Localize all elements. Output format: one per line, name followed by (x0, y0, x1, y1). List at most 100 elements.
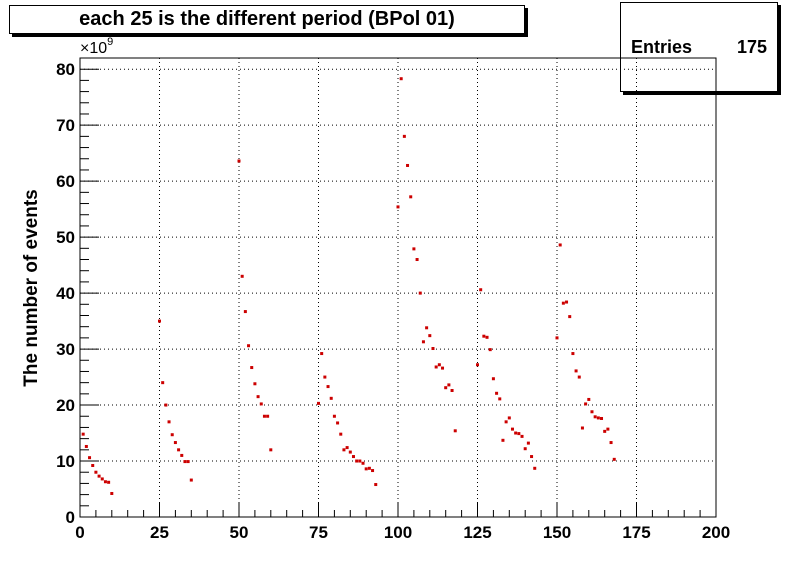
data-point (590, 410, 594, 414)
data-point (453, 429, 457, 433)
data-point (320, 352, 324, 356)
data-point (97, 474, 101, 478)
data-point (580, 426, 584, 430)
data-point (399, 77, 403, 81)
data-point (603, 429, 607, 433)
data-point (358, 459, 362, 463)
data-point (577, 375, 581, 379)
data-point (409, 195, 413, 199)
data-point (428, 334, 432, 338)
data-point (342, 448, 346, 452)
data-point (447, 383, 451, 387)
data-points (81, 77, 616, 495)
data-point (189, 478, 193, 482)
x-tick-label: 125 (463, 523, 491, 542)
data-point (336, 421, 340, 425)
data-point (561, 301, 565, 305)
data-point (593, 415, 597, 419)
stats-label: Entries (631, 36, 693, 57)
stats-box: Entries 175 (620, 2, 778, 92)
data-point (237, 159, 241, 163)
data-point (526, 441, 530, 445)
data-point (584, 402, 588, 406)
data-point (482, 334, 486, 338)
x-tick-label: 150 (543, 523, 571, 542)
data-point (418, 291, 422, 295)
data-point (437, 363, 441, 367)
x-tick-label: 100 (384, 523, 412, 542)
data-point (81, 432, 85, 436)
data-point (501, 438, 505, 442)
x-tick-label: 25 (150, 523, 169, 542)
data-point (533, 466, 537, 470)
data-point (91, 464, 95, 468)
data-point (243, 310, 247, 314)
data-point (262, 414, 266, 418)
data-point (323, 375, 327, 379)
data-point (317, 401, 320, 405)
data-point (587, 397, 591, 401)
y-tick-label: 80 (56, 60, 75, 79)
x-tick-label: 0 (75, 523, 84, 542)
x-tick-label: 50 (230, 523, 249, 542)
y-tick-label: 50 (56, 228, 75, 247)
data-point (425, 326, 429, 330)
data-point (339, 432, 343, 436)
tick-labels: 0 25 50 75 100 125 150 175 200 0 10 20 30 40 50 60 70 80 (56, 60, 730, 542)
y-tick-label: 40 (56, 284, 75, 303)
y-tick-label: 20 (56, 396, 75, 415)
data-point (495, 391, 499, 395)
data-point (158, 319, 161, 323)
data-point (571, 352, 575, 356)
data-point (507, 416, 511, 420)
data-point (396, 205, 400, 209)
data-point (247, 344, 251, 348)
data-point (361, 461, 365, 465)
y-tick-label: 70 (56, 116, 75, 135)
data-point (606, 427, 610, 431)
data-point (412, 247, 416, 251)
x-tick-label: 200 (702, 523, 730, 542)
data-point (326, 385, 330, 389)
x-tick-label: 75 (309, 523, 328, 542)
data-point (402, 134, 406, 138)
data-point (374, 483, 378, 487)
data-point (329, 396, 333, 400)
data-point (523, 447, 527, 451)
data-point (110, 491, 114, 495)
data-point (510, 427, 514, 431)
data-point (266, 414, 270, 418)
data-point (517, 432, 521, 436)
grid-lines (80, 58, 716, 517)
data-point (488, 348, 492, 352)
data-point (441, 366, 445, 370)
data-point (491, 377, 495, 381)
data-point (609, 441, 613, 445)
data-point (498, 397, 502, 401)
data-point (250, 366, 254, 370)
data-point (170, 433, 174, 437)
data-point (600, 416, 604, 420)
y-tick-label: 30 (56, 340, 75, 359)
data-point (173, 441, 177, 445)
data-point (434, 365, 438, 369)
data-point (364, 467, 368, 471)
data-point (351, 455, 355, 459)
data-point (530, 455, 534, 459)
data-point (183, 460, 187, 464)
data-point (161, 381, 165, 385)
data-point (568, 315, 572, 319)
axis-ticks (79, 57, 717, 518)
y-exponent-power: 9 (107, 36, 113, 48)
data-point (259, 402, 263, 406)
data-point (431, 347, 435, 351)
data-point (180, 453, 184, 457)
data-point (332, 414, 336, 418)
data-point (240, 274, 244, 278)
y-axis-label: The number of events (21, 189, 42, 386)
data-point (406, 163, 410, 167)
data-point (565, 300, 569, 304)
data-point (612, 457, 616, 461)
data-point (164, 403, 168, 407)
